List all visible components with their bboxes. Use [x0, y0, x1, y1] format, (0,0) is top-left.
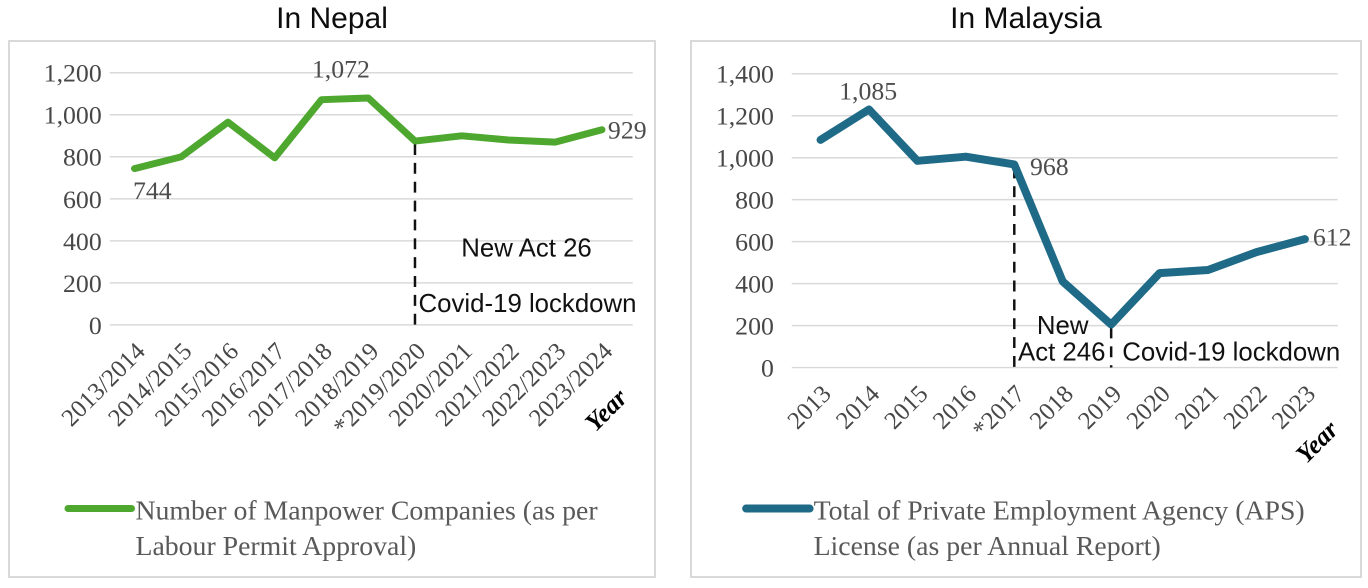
legend-label-line1: Number of Manpower Companies (as per	[135, 495, 597, 526]
data-point-label: 968	[1030, 152, 1069, 181]
y-axis-tick-label: 1,400	[716, 60, 774, 89]
y-axis-tick-label: 1,200	[716, 102, 774, 131]
x-axis-tick-label: 2014	[831, 380, 886, 435]
annotation-text: New	[1037, 312, 1089, 340]
y-axis-tick-label: 1,000	[716, 144, 774, 173]
data-point-label: 612	[1313, 222, 1352, 251]
y-axis-tick-label: 800	[63, 143, 102, 172]
y-axis-tick-label: 200	[735, 312, 774, 341]
annotation-text: Covid-19 lockdown	[419, 290, 637, 318]
malaysia-chart-box: 0 200 400 600 800 1,000 1,200 1,400 2013 2014 2015…	[690, 40, 1362, 578]
x-axis-tick-label: 2020	[1122, 381, 1176, 435]
x-axis-tick-label: 2018	[1025, 381, 1079, 435]
x-axis-tick-label: 2019	[1073, 381, 1127, 435]
annotation-text: Act 246	[1018, 339, 1105, 367]
x-axis-tick-label: *2017	[968, 381, 1031, 444]
chart-title-malaysia: In Malaysia	[950, 2, 1102, 35]
y-axis-tick-label: 0	[89, 311, 102, 340]
data-point-label: 1,085	[839, 77, 897, 106]
y-axis-tick-label: 400	[63, 227, 102, 256]
y-axis-tick-label: 0	[761, 353, 774, 382]
chart-title-nepal: In Nepal	[276, 2, 388, 35]
legend-label-line1: Total of Private Employment Agency (APS)	[814, 495, 1305, 526]
data-point-label: 1,072	[312, 55, 370, 84]
malaysia-chart-svg: 0 200 400 600 800 1,000 1,200 1,400 201320142015…	[716, 60, 1352, 562]
annotation-text: New Act 26	[461, 234, 591, 262]
y-axis-tick-label: 200	[63, 269, 102, 298]
y-axis-tick-label: 600	[63, 185, 102, 214]
x-axis-tick-label: 2015	[879, 381, 933, 435]
data-line	[816, 105, 1309, 329]
annotation-text: Covid-19 lockdown	[1122, 339, 1340, 367]
data-point-label: 929	[608, 115, 647, 144]
y-axis-tick-label: 1,000	[44, 101, 102, 130]
x-axis-tick-label: 2022	[1218, 381, 1272, 435]
legend-label-line2: License (as per Annual Report)	[814, 531, 1161, 562]
data-line	[131, 94, 606, 173]
x-axis-tick-label: 2013	[783, 381, 837, 435]
x-axis-title: Year	[579, 382, 634, 437]
nepal-chart-box: 0 200 400 600 800 1,000 1,200 2013/2014 2014/201…	[8, 40, 656, 578]
x-axis-tick-label: 2021	[1170, 381, 1224, 435]
y-axis-tick-label: 600	[735, 228, 774, 257]
legend-label-line2: Labour Permit Approval)	[135, 531, 416, 562]
nepal-chart-svg: 02004006008001,0001,2002013/20142014/201…	[44, 55, 647, 562]
data-point-label: 744	[133, 176, 172, 205]
y-axis-tick-label: 800	[735, 186, 774, 215]
y-axis-tick-label: 1,200	[44, 59, 102, 88]
y-axis-tick-label: 400	[735, 270, 774, 299]
